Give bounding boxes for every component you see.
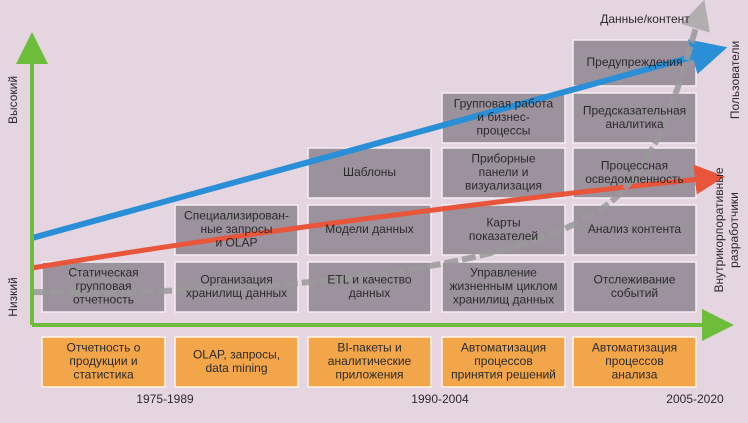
box-text: Групповая работа (454, 97, 554, 111)
footer-box (572, 336, 697, 388)
axis-low: Низкий (6, 277, 20, 317)
capability-box (441, 147, 566, 199)
box-text: продукции и (69, 354, 137, 368)
box-text: Специализирован- (184, 209, 289, 223)
box-text: панели и (479, 165, 529, 179)
box-text: приложения (335, 368, 403, 382)
box-text: аналитика (605, 117, 663, 131)
box-text: процессы (477, 124, 531, 138)
box-text: Процессная (601, 158, 668, 172)
capability-box (572, 261, 697, 313)
era-label: 1990-2004 (411, 392, 469, 406)
box-text: осведомленность (585, 172, 684, 186)
box-text: аналитические (328, 354, 412, 368)
box-text: хранилищ данных (453, 293, 554, 307)
box-text: жизненным циклом (449, 279, 557, 293)
developers-arrow (31, 164, 725, 271)
box-text: Карты (486, 215, 520, 229)
boxes (41, 39, 697, 388)
box-text: Модели данных (325, 222, 413, 236)
box-text: Управление (470, 266, 537, 280)
box-text: принятия решений (451, 368, 556, 382)
users-arrow (31, 39, 728, 241)
box-text: и OLAP (215, 236, 257, 250)
box-text: процессов (605, 354, 663, 368)
era-label: 1975-1989 (136, 392, 194, 406)
box-text: показателей (469, 229, 538, 243)
box-text: ные запросы (201, 222, 273, 236)
box-text: Автоматизация (592, 341, 677, 355)
box-text: и бизнес- (477, 110, 529, 124)
box-text: data mining (205, 361, 267, 375)
footer-box (41, 336, 166, 388)
box-text: хранилищ данных (186, 286, 287, 300)
capability-box (41, 261, 166, 313)
developers-label: разработчики (727, 192, 741, 268)
box-text: ETL и качество (327, 272, 412, 286)
box-text: отчетность (73, 293, 134, 307)
box-text: Отчетность о (67, 341, 141, 355)
users-label: Пользователи (728, 41, 742, 119)
footer-box (441, 336, 566, 388)
footer-box (307, 336, 432, 388)
box-text: Организация (200, 272, 272, 286)
data-arrow (31, 0, 711, 296)
box-text: BI-пакеты и (337, 341, 401, 355)
box-text: визуализация (465, 179, 542, 193)
box-text: Автоматизация (461, 341, 546, 355)
box-text: Анализ контента (588, 222, 682, 236)
box-text: Предсказательная (583, 103, 686, 117)
capability-box (441, 261, 566, 313)
axis-high: Высокий (6, 76, 20, 124)
box-text: групповая (76, 279, 132, 293)
capability-box (572, 92, 697, 144)
box-text: Шаблоны (343, 165, 396, 179)
box-text: Статическая (68, 266, 138, 280)
box-text: процессов (474, 354, 532, 368)
box-text: Отслеживание (594, 272, 676, 286)
footer-box (174, 336, 299, 388)
box-text: OLAP, запросы, (193, 347, 280, 361)
box-text: данных (349, 286, 391, 300)
box-text: Приборные (471, 152, 535, 166)
era-label: 2005-2020 (666, 392, 724, 406)
data-label: Данные/контент (600, 12, 690, 26)
box-text: Предупреждения (587, 55, 683, 69)
box-text: анализа (612, 368, 658, 382)
box-text: статистика (73, 368, 134, 382)
box-text: событий (611, 286, 658, 300)
developers-label: Внутрикорпоративные (712, 167, 726, 292)
capability-box (572, 204, 697, 256)
